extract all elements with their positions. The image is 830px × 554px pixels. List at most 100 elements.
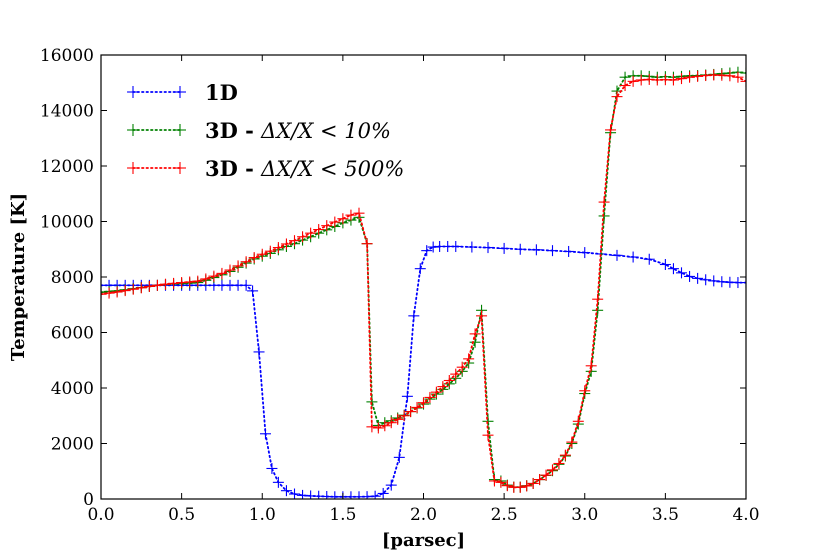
data-point <box>659 259 671 271</box>
data-point <box>280 238 292 250</box>
data-point <box>482 429 494 441</box>
data-point <box>393 451 405 463</box>
x-axis-title: [parsec] <box>382 530 465 551</box>
data-point <box>111 286 123 298</box>
data-point <box>579 385 591 397</box>
y-tick-label: 6000 <box>51 324 94 344</box>
data-point <box>385 479 397 491</box>
data-point <box>635 74 647 86</box>
data-point <box>414 263 426 275</box>
legend: 1D 3D - ΔX/X < 10% 3D - ΔX/X < 500% <box>127 80 404 181</box>
data-point <box>740 75 746 87</box>
data-point <box>450 240 462 252</box>
data-point <box>476 310 488 322</box>
x-tick-label: 1.5 <box>329 505 356 525</box>
y-tick-label: 2000 <box>51 435 94 455</box>
data-point <box>424 391 436 403</box>
data-point <box>398 410 410 422</box>
data-point <box>176 277 188 289</box>
data-point <box>353 207 365 219</box>
data-point <box>430 386 442 398</box>
data-point <box>337 213 349 225</box>
data-point <box>232 260 244 272</box>
data-point <box>724 70 736 82</box>
data-point <box>585 360 597 372</box>
y-tick-label: 0 <box>83 490 94 510</box>
data-point <box>708 275 720 287</box>
legend-label: 3D - ΔX/X < 500% <box>205 156 404 181</box>
data-point <box>297 231 309 243</box>
legend-entry: 3D - ΔX/X < 10% <box>127 118 391 143</box>
data-point <box>740 277 746 289</box>
legend-label: 1D <box>205 80 238 105</box>
data-point <box>168 277 180 289</box>
data-point <box>248 252 260 264</box>
data-point <box>534 474 546 486</box>
data-point <box>119 285 131 297</box>
data-point <box>437 381 449 393</box>
data-point <box>361 238 373 250</box>
x-tick-label: 0.0 <box>87 505 114 525</box>
data-point <box>740 67 746 79</box>
data-point <box>611 91 623 103</box>
x-tick-label: 2.5 <box>491 505 518 525</box>
data-point <box>369 490 381 499</box>
data-point <box>224 264 236 276</box>
x-tick-label: 4.0 <box>732 505 759 525</box>
data-point <box>514 243 526 255</box>
data-point <box>103 287 115 299</box>
x-tick-label: 3.0 <box>571 505 598 525</box>
y-tick-label: 8000 <box>51 268 94 288</box>
data-point <box>456 361 468 373</box>
data-point <box>256 248 268 260</box>
data-point <box>372 422 384 434</box>
data-point <box>514 481 526 493</box>
data-point <box>289 488 300 499</box>
y-axis-title: Temperature [K] <box>8 193 29 361</box>
data-point <box>700 70 712 82</box>
data-point <box>289 235 300 247</box>
data-point <box>643 73 655 85</box>
y-tick-label: 14000 <box>40 102 94 122</box>
data-point <box>619 80 631 92</box>
x-tick-label: 1.0 <box>249 505 276 525</box>
data-point <box>527 477 539 489</box>
data-point <box>692 272 704 284</box>
data-point <box>495 476 507 488</box>
data-point <box>266 462 278 474</box>
data-point <box>272 242 284 254</box>
data-point <box>143 280 155 292</box>
data-point <box>421 245 433 257</box>
y-tick-label: 16000 <box>40 46 94 66</box>
data-point <box>469 328 481 340</box>
legend-label: 3D - ΔX/X < 10% <box>205 118 391 143</box>
data-point <box>272 476 284 488</box>
data-point <box>667 263 679 275</box>
data-point <box>264 245 276 257</box>
data-point <box>184 276 196 288</box>
data-point <box>408 310 420 322</box>
data-point <box>151 279 163 291</box>
legend-entry: 3D - ΔX/X < 500% <box>127 156 404 181</box>
data-point <box>563 245 575 257</box>
data-point <box>101 288 107 300</box>
y-tick-label: 12000 <box>40 157 94 177</box>
data-point <box>692 70 704 82</box>
data-point <box>385 417 397 429</box>
data-point <box>676 73 687 85</box>
data-point <box>488 475 500 487</box>
data-point <box>160 278 171 290</box>
data-point <box>450 368 462 380</box>
data-point <box>101 286 107 298</box>
legend-label-bold: 1D <box>205 80 238 105</box>
data-point <box>313 224 325 236</box>
data-point <box>700 274 712 286</box>
data-point <box>521 480 533 492</box>
x-tick-label: 2.0 <box>410 505 437 525</box>
data-point <box>605 124 617 136</box>
data-point <box>200 273 212 285</box>
data-point <box>598 196 610 208</box>
data-point <box>305 227 317 239</box>
data-point <box>411 401 423 413</box>
